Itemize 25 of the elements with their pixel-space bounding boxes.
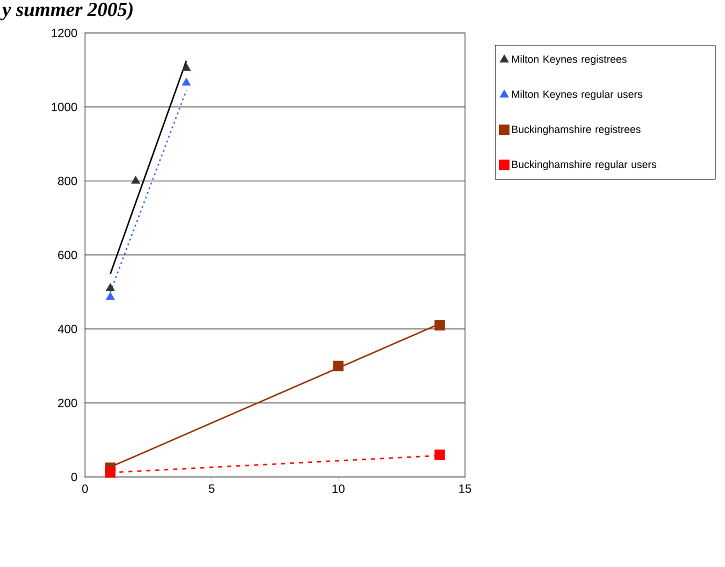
y-tick-label: 600 [58, 250, 78, 260]
y-tick-label: 1200 [52, 28, 78, 38]
point [131, 176, 140, 184]
y-tick-label: 800 [58, 176, 78, 186]
y-tick-label: 400 [58, 324, 78, 334]
chart-title: y summer 2005) [0, 2, 133, 20]
x-tick-label: 5 [208, 484, 214, 493]
point [105, 467, 116, 478]
legend-label: Buckinghamshire registrees [512, 125, 641, 136]
legend-label: Milton Keynes registrees [512, 55, 627, 65]
point [182, 62, 191, 71]
legend-label: Milton Keynes regular users [512, 90, 642, 100]
x-tick-label: 10 [332, 484, 345, 493]
point [333, 360, 344, 372]
point [434, 320, 445, 330]
point [106, 292, 115, 300]
point [434, 450, 445, 460]
legend-label: Buckinghamshire regular users [512, 160, 656, 170]
y-tick-label: 200 [58, 398, 78, 408]
point [106, 283, 115, 291]
x-tick-label: 0 [82, 484, 88, 493]
point [182, 78, 191, 86]
y-tick-label: 0 [71, 472, 78, 482]
x-tick-label: 15 [459, 484, 472, 493]
y-tick-label: 1000 [52, 102, 78, 112]
